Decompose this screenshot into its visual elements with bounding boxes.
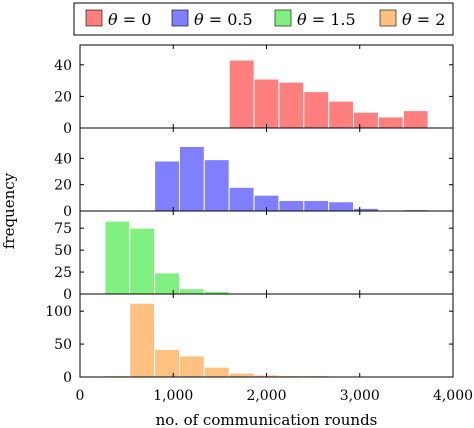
x-tick-label: 3,000 xyxy=(340,388,380,404)
histogram-bar xyxy=(154,272,180,295)
y-tick-label: 25 xyxy=(54,265,72,281)
histogram-bar xyxy=(104,220,131,295)
x-tick-label: 2,000 xyxy=(246,388,286,404)
y-tick-label: 0 xyxy=(63,121,72,137)
histogram-bar xyxy=(228,186,255,212)
legend-swatch xyxy=(85,9,103,27)
histogram-bar xyxy=(303,91,330,129)
histogram-bar xyxy=(228,372,255,378)
histogram-bar xyxy=(228,59,255,129)
histogram-bar xyxy=(353,111,379,129)
histogram-bar xyxy=(203,159,230,212)
y-tick-label: 40 xyxy=(54,58,72,74)
y-tick-label: 0 xyxy=(63,287,72,303)
histogram-bar xyxy=(402,110,429,129)
histogram-bar xyxy=(154,160,180,212)
histogram-bar xyxy=(178,145,205,212)
legend-swatch xyxy=(171,9,189,27)
panel-1: 0 20 40 xyxy=(54,44,454,137)
panel-4: 0 50 100 xyxy=(45,293,454,386)
histogram-bar xyxy=(303,199,330,212)
y-tick-label: 0 xyxy=(63,204,72,220)
histogram-bar xyxy=(178,288,205,295)
histogram-bar xyxy=(203,366,230,378)
histogram-bar xyxy=(129,227,156,295)
histogram-bar xyxy=(278,199,305,212)
histogram-bar xyxy=(129,302,156,378)
legend-entry-label: θ = 1.5 xyxy=(297,10,356,29)
y-tick-label: 40 xyxy=(54,151,72,167)
x-tick-label: 1,000 xyxy=(153,388,193,404)
legend: θ = 0 θ = 0.5 θ = 1.5 θ = 2 xyxy=(73,2,454,36)
y-tick-label: 50 xyxy=(54,243,72,259)
x-tick-label: 0 xyxy=(76,388,85,404)
histogram-bar xyxy=(253,78,280,129)
legend-entry-label: θ = 0 xyxy=(108,10,151,29)
y-tick-label: 75 xyxy=(54,221,72,237)
legend-entry-label: θ = 0.5 xyxy=(194,10,253,29)
legend-entry-label: θ = 2 xyxy=(402,10,445,29)
panel-2: 0 20 40 xyxy=(54,127,454,220)
histogram-bar xyxy=(178,355,205,378)
legend-swatch xyxy=(274,9,292,27)
y-tick-label: 20 xyxy=(54,178,72,194)
y-tick-label: 0 xyxy=(63,370,72,386)
y-axis-label: frequency xyxy=(0,172,18,249)
histogram-bar xyxy=(377,116,404,129)
histogram-bar xyxy=(154,348,180,378)
histogram-bar xyxy=(328,100,355,129)
x-tick-label: 4,000 xyxy=(433,388,473,404)
y-tick-label: 50 xyxy=(54,337,72,353)
x-axis: 0 1,000 2,000 3,000 4,000 xyxy=(76,388,474,404)
histogram-bar xyxy=(328,201,355,212)
y-tick-label: 100 xyxy=(45,304,72,320)
legend-swatch xyxy=(379,9,397,27)
histogram-bar xyxy=(278,81,305,129)
panel-3: 0 25 50 75 xyxy=(54,210,454,303)
x-axis-label: no. of communication rounds xyxy=(156,411,378,428)
y-tick-label: 20 xyxy=(54,89,72,105)
